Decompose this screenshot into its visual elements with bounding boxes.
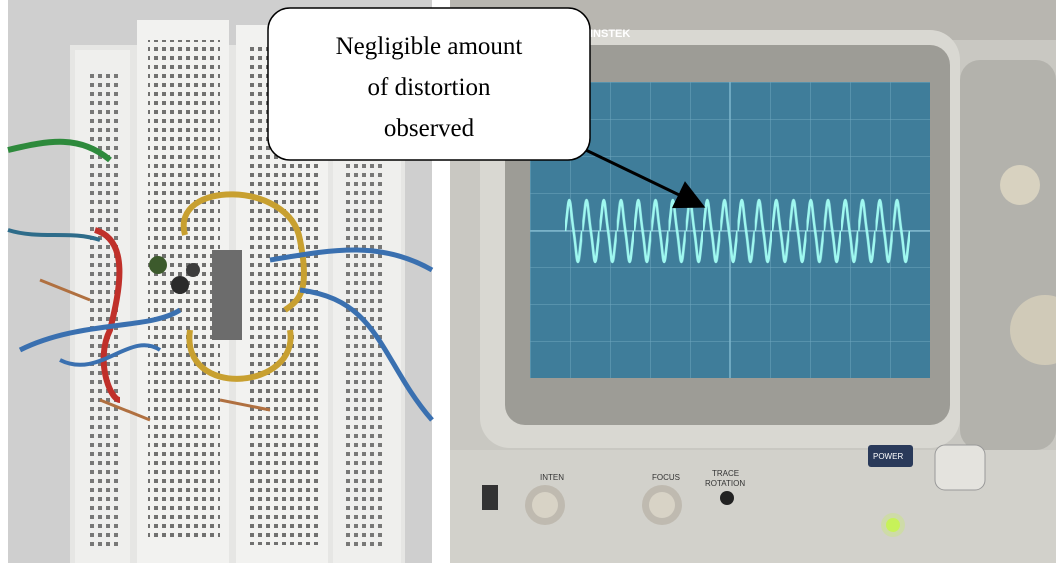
power-label: POWER	[873, 452, 903, 461]
trace-label: TRACE	[712, 469, 739, 478]
focus-label: FOCUS	[652, 473, 680, 482]
brand-label: INSTEK	[590, 28, 630, 40]
callout-line: observed	[384, 115, 475, 142]
callout-line: Negligible amount	[336, 33, 523, 60]
rotation-label: ROTATION	[705, 479, 745, 488]
figure: INSTEK INTEN FOCUS TRACE ROTATION POWER …	[0, 0, 1056, 563]
callout-line: of distortion	[368, 74, 491, 101]
inten-label: INTEN	[540, 473, 564, 482]
sine-trace	[565, 190, 910, 270]
